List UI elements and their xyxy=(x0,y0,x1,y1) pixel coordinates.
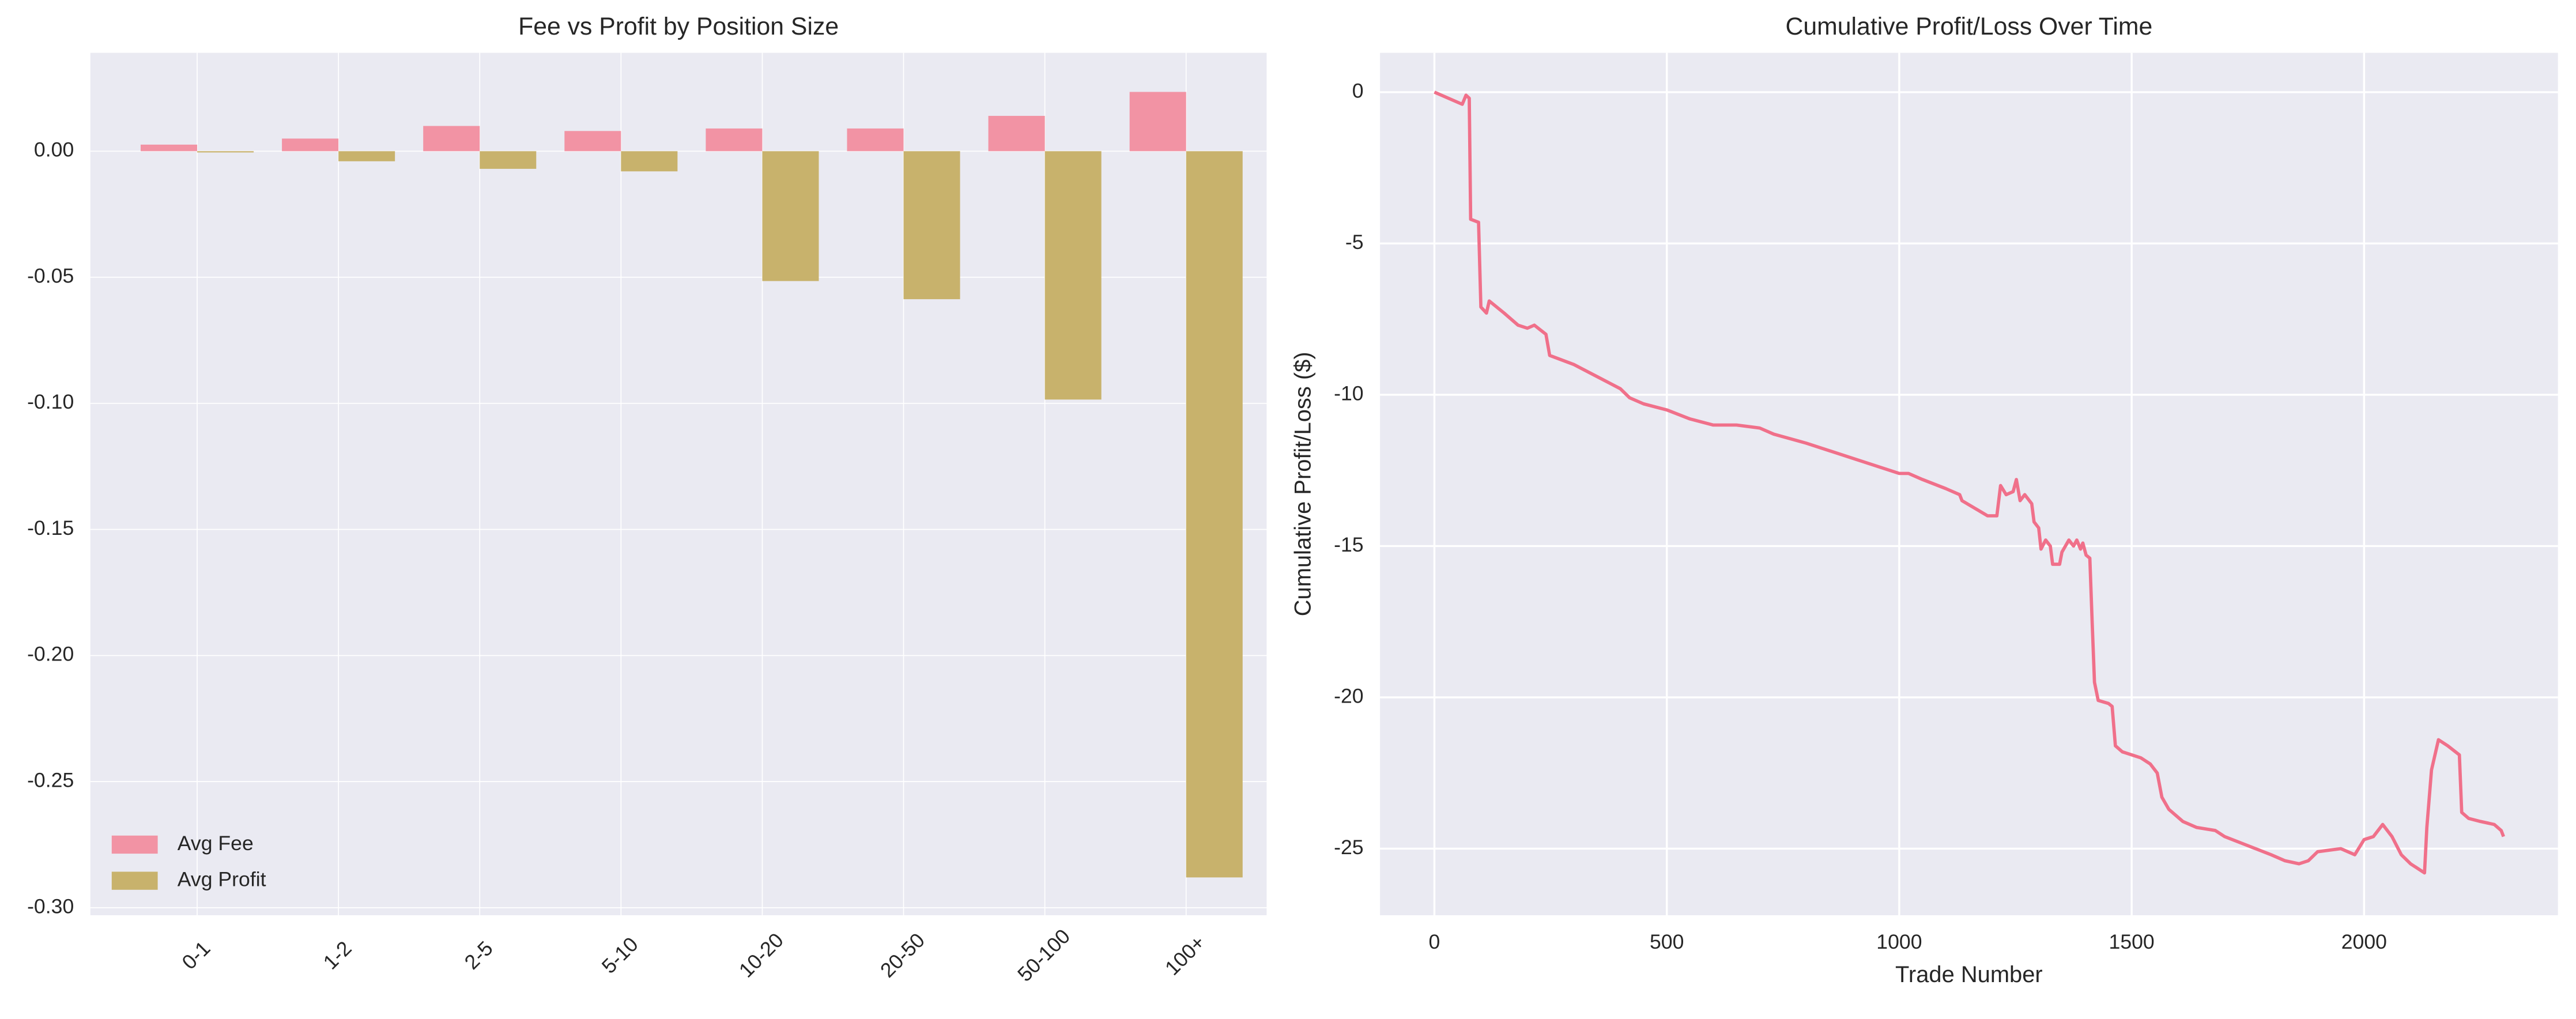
bar xyxy=(903,151,960,300)
x-tick-label: 50-100 xyxy=(1013,924,1074,986)
bar xyxy=(762,151,819,281)
legend-swatch xyxy=(111,835,158,854)
y-tick-label: -0.20 xyxy=(27,643,74,666)
x-tick-label: 20-50 xyxy=(876,929,929,982)
legend-swatch xyxy=(111,871,158,890)
bar xyxy=(282,138,339,152)
x-tick-label: 5-10 xyxy=(597,933,643,978)
y-tick-label: -0.15 xyxy=(27,516,74,539)
bar xyxy=(847,128,904,152)
bar xyxy=(338,151,395,161)
bar xyxy=(621,151,678,172)
y-tick-label: -0.05 xyxy=(27,264,74,287)
bar xyxy=(480,151,537,169)
line xyxy=(1434,90,2505,875)
x-axis-label: Trade Number xyxy=(1895,962,2043,987)
y-axis-label: Cumulative Profit/Loss ($) xyxy=(1291,352,1316,616)
y-tick-label: -0.30 xyxy=(27,895,74,918)
y-tick-label: -5 xyxy=(1345,231,1364,254)
bar xyxy=(988,116,1045,152)
bar xyxy=(564,131,621,152)
bar xyxy=(197,151,254,153)
legend-label: Avg Fee xyxy=(178,832,254,855)
y-tick-label: -10 xyxy=(1334,382,1363,405)
plot-background xyxy=(1380,52,2558,915)
x-tick-label: 0-1 xyxy=(178,937,215,974)
x-tick-label: 2-5 xyxy=(460,937,497,974)
y-tick-label: 0 xyxy=(1352,79,1364,102)
x-tick-label: 1-2 xyxy=(319,937,356,974)
x-tick-label: 1500 xyxy=(2109,930,2155,953)
x-tick-label: 2000 xyxy=(2341,930,2387,953)
bar xyxy=(1186,151,1243,878)
y-tick-label: -0.25 xyxy=(27,769,74,792)
bar xyxy=(1044,151,1102,400)
chart-title: Fee vs Profit by Position Size xyxy=(518,13,839,40)
x-tick-label: 10-20 xyxy=(734,929,788,982)
y-tick-label: 0.00 xyxy=(34,138,74,161)
legend-label: Avg Profit xyxy=(178,868,266,891)
y-tick-label: -15 xyxy=(1334,533,1363,556)
x-tick-label: 0 xyxy=(1429,930,1440,953)
bar xyxy=(1129,92,1186,152)
chart-title: Cumulative Profit/Loss Over Time xyxy=(1786,13,2153,40)
y-tick-label: -20 xyxy=(1334,684,1363,707)
y-tick-label: -0.10 xyxy=(27,390,74,413)
bar xyxy=(141,144,198,152)
bar xyxy=(423,126,480,152)
x-tick-label: 1000 xyxy=(1876,930,1922,953)
bar xyxy=(706,128,763,152)
y-tick-label: -25 xyxy=(1334,836,1363,859)
x-tick-label: 100+ xyxy=(1160,931,1209,980)
x-tick-label: 500 xyxy=(1650,930,1684,953)
